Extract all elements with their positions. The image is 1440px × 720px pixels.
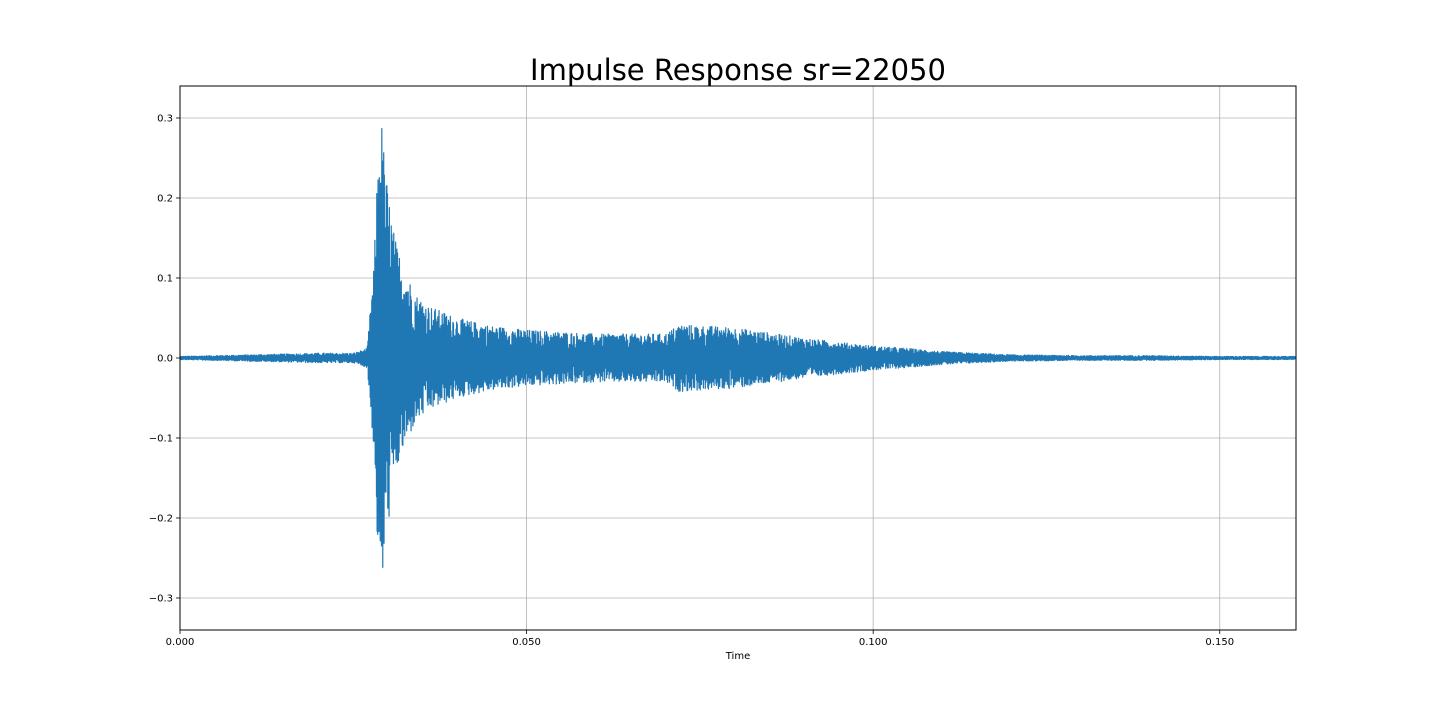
y-tick-label: 0.2 bbox=[157, 194, 173, 205]
x-tick-label: 0.100 bbox=[859, 637, 888, 648]
chart-title: Impulse Response sr=22050 bbox=[530, 53, 946, 87]
y-tick-label: −0.2 bbox=[149, 514, 173, 525]
x-tick-label: 0.150 bbox=[1205, 637, 1234, 648]
x-axis-label: Time bbox=[725, 651, 750, 662]
y-axis-ticks: 0.3 0.2 0.1 0.0 −0.1 −0.2 −0.3 bbox=[149, 114, 180, 605]
plot-area bbox=[179, 128, 1297, 568]
y-tick-label: 0.0 bbox=[157, 354, 173, 365]
y-tick-label: 0.1 bbox=[157, 274, 173, 285]
x-axis-ticks: 0.000 0.050 0.100 0.150 bbox=[166, 630, 1234, 648]
x-tick-label: 0.000 bbox=[166, 637, 195, 648]
y-tick-label: 0.3 bbox=[157, 114, 173, 125]
waveform-line bbox=[179, 128, 1297, 568]
x-tick-label: 0.050 bbox=[512, 637, 541, 648]
y-tick-label: −0.1 bbox=[149, 434, 173, 445]
y-tick-label: −0.3 bbox=[149, 594, 173, 605]
